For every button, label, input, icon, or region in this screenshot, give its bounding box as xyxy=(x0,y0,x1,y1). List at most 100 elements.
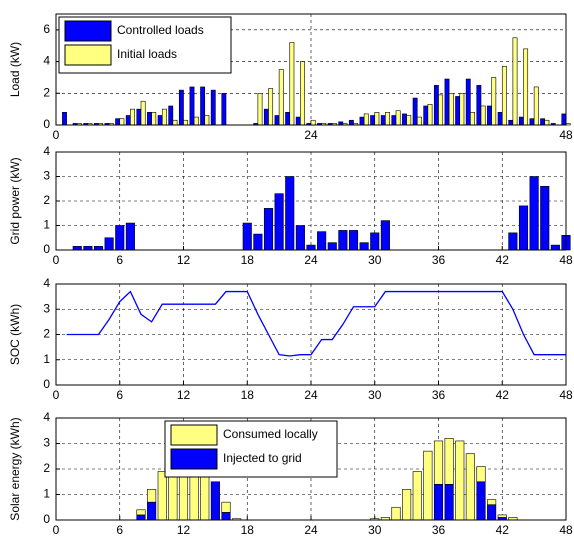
bar xyxy=(402,113,407,126)
bar-segment xyxy=(391,506,401,521)
bar xyxy=(465,78,471,126)
y-tick-label: 2 xyxy=(43,461,50,475)
bar xyxy=(470,112,475,126)
bar xyxy=(115,118,121,126)
legend-swatch xyxy=(170,424,218,446)
bar xyxy=(289,42,295,126)
y-tick-label: 0 xyxy=(43,117,50,131)
y-tick-label: 3 xyxy=(43,436,50,450)
bar-segment xyxy=(444,483,454,521)
bar-segment xyxy=(147,489,157,503)
bar xyxy=(285,176,295,251)
bar xyxy=(317,231,327,251)
x-tick-label: 36 xyxy=(432,253,446,267)
bar xyxy=(115,225,125,251)
bar xyxy=(491,77,497,126)
bar xyxy=(300,61,305,126)
bar xyxy=(242,222,252,251)
bar xyxy=(151,112,157,126)
bar xyxy=(540,118,546,126)
bar xyxy=(278,69,284,126)
bar xyxy=(540,186,550,251)
bar xyxy=(508,119,514,126)
bar xyxy=(380,220,390,251)
bar xyxy=(427,104,433,126)
y-tick-label: 6 xyxy=(43,22,50,36)
bar xyxy=(433,85,439,126)
line xyxy=(66,290,566,357)
x-tick-label: 24 xyxy=(304,128,318,142)
bar xyxy=(395,110,401,126)
x-tick-label: 18 xyxy=(241,523,255,537)
y-tick-label: 2 xyxy=(43,85,50,99)
bar xyxy=(550,244,560,251)
bar-segment xyxy=(487,504,497,521)
bar xyxy=(295,116,301,126)
bar xyxy=(359,116,365,126)
x-tick-label: 36 xyxy=(432,523,446,537)
bar xyxy=(359,242,369,251)
y-tick-label: 1 xyxy=(43,352,50,366)
bar-segment xyxy=(423,450,433,521)
bar xyxy=(518,205,529,251)
bar xyxy=(338,230,348,251)
bar xyxy=(438,94,444,126)
y-axis-title: Grid power (kW) xyxy=(8,157,22,244)
bar xyxy=(508,232,518,251)
y-axis-title: Load (kW) xyxy=(8,42,22,97)
bar xyxy=(178,89,184,126)
bar xyxy=(93,246,104,251)
bar xyxy=(72,246,82,251)
x-tick-label: 42 xyxy=(496,388,510,402)
bar xyxy=(285,112,291,126)
bar xyxy=(189,86,195,126)
x-tick-label: 42 xyxy=(496,523,510,537)
bar-segment xyxy=(455,440,465,521)
plot-frame xyxy=(55,13,567,126)
bar xyxy=(204,115,210,126)
y-tick-label: 4 xyxy=(43,410,50,424)
bar-segment xyxy=(402,489,412,521)
x-tick-label: 0 xyxy=(53,128,60,142)
x-tick-label: 24 xyxy=(304,523,318,537)
x-tick-label: 42 xyxy=(496,253,510,267)
bar-segment xyxy=(136,509,146,516)
bar-segment xyxy=(476,466,486,483)
x-tick-label: 12 xyxy=(177,388,191,402)
bar xyxy=(62,112,67,126)
bar xyxy=(200,86,206,126)
bar xyxy=(480,105,486,126)
x-tick-label: 18 xyxy=(241,253,255,267)
bar xyxy=(416,116,422,126)
bar xyxy=(380,115,386,126)
x-tick-label: 48 xyxy=(559,128,573,142)
x-tick-label: 18 xyxy=(241,388,255,402)
bar xyxy=(529,176,539,251)
bar-segment xyxy=(221,512,231,521)
bar xyxy=(406,115,412,126)
bar xyxy=(370,232,380,251)
bar xyxy=(374,112,380,126)
bar xyxy=(476,85,482,126)
bar xyxy=(561,113,567,126)
bar xyxy=(529,118,535,126)
x-tick-label: 12 xyxy=(177,253,191,267)
bar-segment xyxy=(433,440,444,485)
bar xyxy=(147,112,152,126)
bar xyxy=(130,108,135,126)
bar xyxy=(327,242,337,251)
legend-swatch xyxy=(170,448,218,470)
x-tick-label: 6 xyxy=(116,388,123,402)
bar xyxy=(210,89,216,126)
bar xyxy=(83,246,93,251)
bar-segment xyxy=(412,471,422,521)
bar xyxy=(512,37,518,126)
x-tick-label: 24 xyxy=(304,253,318,267)
bar xyxy=(221,92,227,126)
x-tick-label: 24 xyxy=(304,388,318,402)
bar xyxy=(423,105,429,126)
bar xyxy=(263,208,274,251)
bar xyxy=(487,105,492,126)
bar xyxy=(363,113,369,126)
